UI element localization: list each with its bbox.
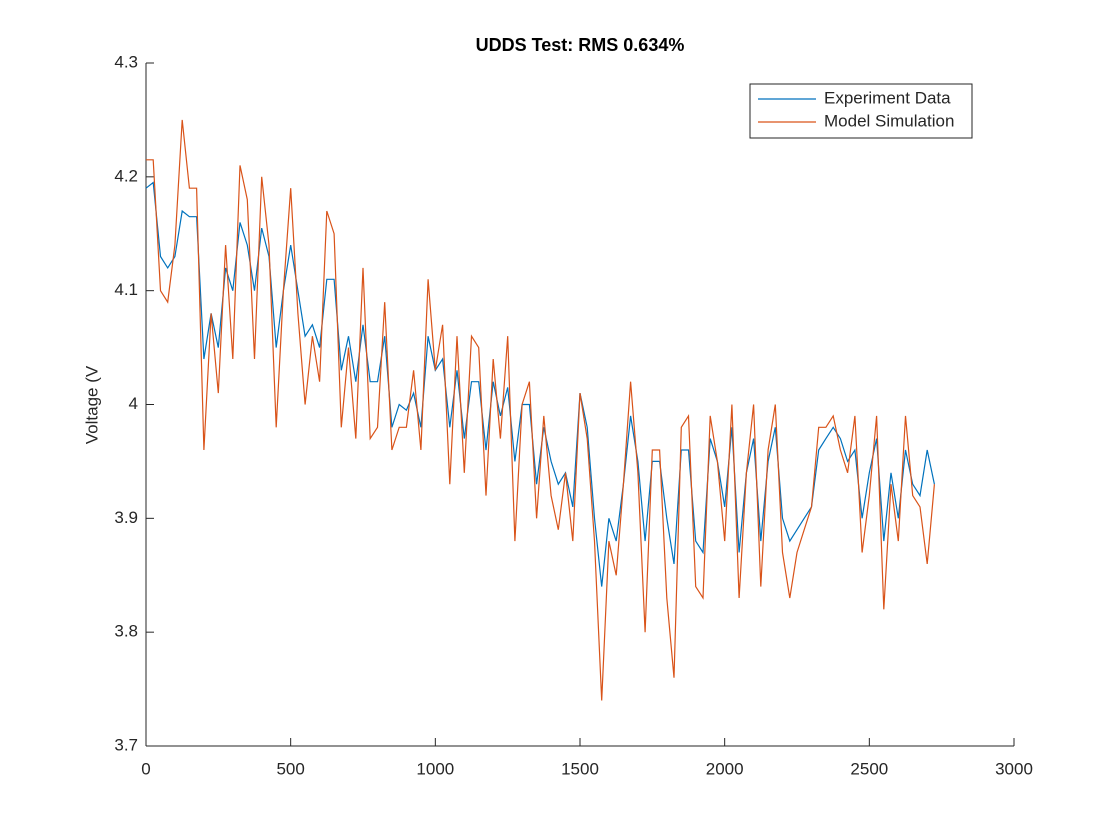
y-tick-label: 4 — [129, 394, 138, 413]
legend-box — [749, 83, 973, 139]
data-line — [145, 181, 935, 587]
legend-label: Experiment Data — [824, 88, 951, 107]
x-tick-label: 3000 — [995, 759, 1033, 778]
x-tick-label: 500 — [276, 759, 304, 778]
y-tick-label: 3.8 — [114, 622, 138, 641]
data-line — [146, 119, 935, 701]
legend-label: Model Simulation — [824, 111, 954, 130]
x-tick-label: 2500 — [850, 759, 888, 778]
y-tick-label: 3.9 — [114, 508, 138, 527]
y-tick-label: 4.2 — [114, 166, 138, 185]
chart-title: UDDS Test: RMS 0.634% — [476, 35, 685, 55]
x-tick-label: 2000 — [706, 759, 744, 778]
x-tick-label: 1000 — [416, 759, 454, 778]
y-axis-label: Voltage (V — [82, 365, 101, 444]
x-tick-label: 0 — [141, 759, 150, 778]
y-tick-label: 3.7 — [114, 735, 138, 754]
y-tick-label: 4.1 — [114, 280, 138, 299]
y-tick-label: 4.3 — [114, 52, 138, 71]
x-tick-label: 1500 — [561, 759, 599, 778]
